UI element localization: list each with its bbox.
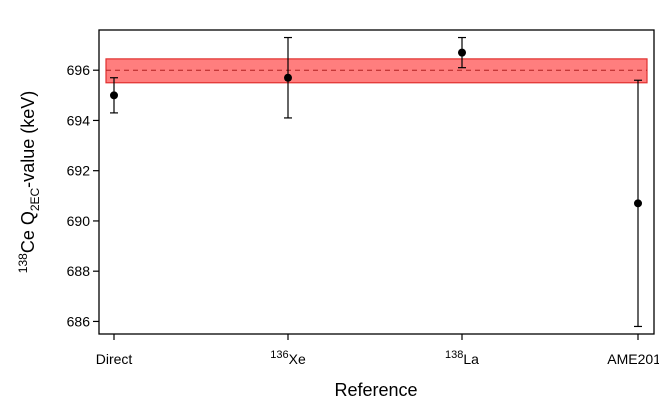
y-tick-label: 690 xyxy=(67,213,91,229)
x-tick-label-mass: 136 xyxy=(270,349,288,361)
data-point xyxy=(110,91,118,100)
x-tick-label-mass: 138 xyxy=(445,349,463,361)
y-tick-label: 686 xyxy=(67,313,91,329)
y-axis: 686 688 690 692 694 696 xyxy=(67,62,99,329)
y-axis-title-mass: 138 xyxy=(16,253,30,273)
data-point-group xyxy=(110,77,118,114)
data-point xyxy=(284,73,292,82)
x-axis-title: Reference xyxy=(334,380,417,400)
x-tick-label: Direct xyxy=(96,351,133,367)
plot-frame xyxy=(98,29,655,335)
y-tick-label: 694 xyxy=(67,112,91,128)
data-point xyxy=(634,199,642,208)
y-tick-label: 688 xyxy=(67,263,91,279)
uncertainty-band-layer xyxy=(105,58,648,84)
x-tick-label-element: Xe xyxy=(289,351,306,367)
y-tick-label: 696 xyxy=(67,62,91,78)
x-tick-label-element: La xyxy=(463,351,479,367)
y-axis-title: 138Ce Q2EC-value (keV) xyxy=(16,91,42,273)
data-points-layer xyxy=(110,36,642,328)
reference-band xyxy=(105,58,648,84)
x-tick-label: 136Xe xyxy=(270,349,306,367)
x-tick-label: AME2016 xyxy=(607,351,659,367)
y-axis-title-sub: 2EC xyxy=(28,187,42,211)
x-axis: Direct 136Xe 138La AME2016 xyxy=(96,334,659,367)
y-tick-label: 692 xyxy=(67,163,91,179)
data-point-group xyxy=(458,36,466,69)
data-point-group xyxy=(284,36,292,119)
data-point xyxy=(458,48,466,57)
data-point-group xyxy=(634,79,642,328)
x-tick-label: 138La xyxy=(445,349,479,367)
y-axis-title-element: Ce Q xyxy=(18,211,38,253)
y-axis-title-suffix: -value (keV) xyxy=(18,91,38,188)
